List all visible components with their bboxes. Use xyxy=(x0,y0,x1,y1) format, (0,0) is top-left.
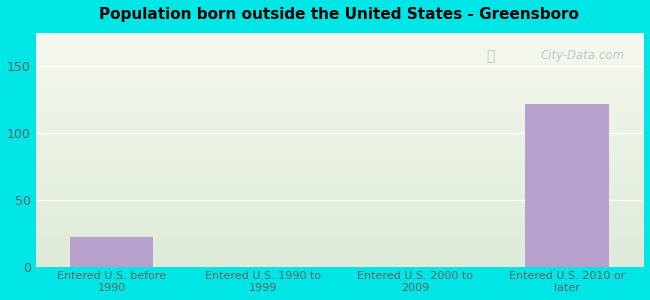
Bar xyxy=(70,237,153,267)
Text: ⌕: ⌕ xyxy=(486,49,494,63)
Text: City-Data.com: City-Data.com xyxy=(541,49,625,62)
Bar xyxy=(525,103,609,267)
Title: Population born outside the United States - Greensboro: Population born outside the United State… xyxy=(99,7,579,22)
